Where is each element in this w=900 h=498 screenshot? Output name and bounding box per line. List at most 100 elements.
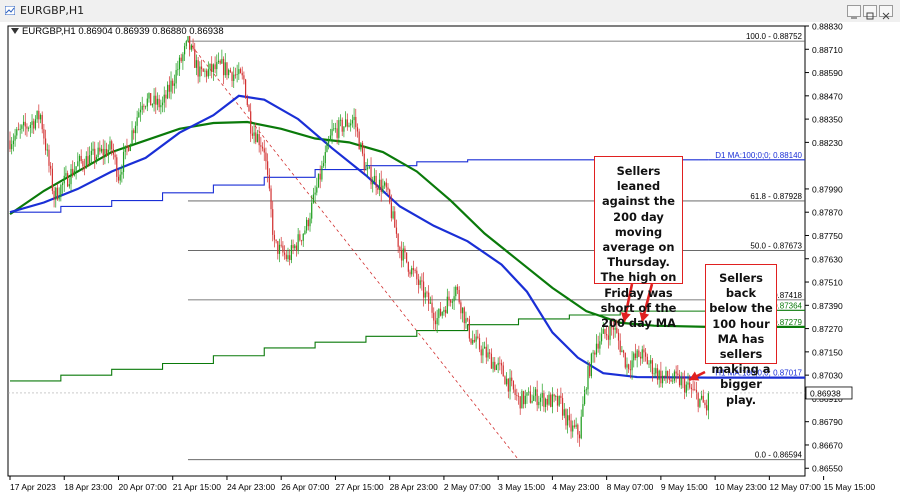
candle bbox=[594, 350, 596, 363]
candle-body bbox=[206, 70, 208, 77]
candle-body bbox=[117, 176, 120, 181]
candle-body bbox=[119, 174, 121, 181]
candle-body bbox=[314, 192, 316, 195]
candle-body bbox=[160, 105, 162, 108]
candle bbox=[378, 173, 381, 197]
candle-body bbox=[419, 280, 421, 285]
candle bbox=[219, 59, 221, 65]
candle bbox=[511, 370, 513, 387]
candle bbox=[492, 357, 494, 373]
candle bbox=[202, 68, 204, 73]
candle-body bbox=[355, 116, 357, 128]
candle-body bbox=[294, 245, 296, 249]
fib-level-label: 50.0 - 0.87673 bbox=[750, 241, 802, 250]
candle bbox=[473, 333, 476, 343]
candle-body bbox=[306, 219, 308, 231]
candle bbox=[345, 111, 347, 128]
candle bbox=[100, 144, 103, 154]
candle-body bbox=[41, 114, 43, 130]
candle-body bbox=[612, 327, 615, 330]
candle bbox=[138, 108, 140, 118]
candle-body bbox=[97, 147, 99, 157]
fib-diagonal-line bbox=[187, 40, 519, 460]
candle bbox=[409, 269, 411, 278]
candle-body bbox=[180, 57, 182, 62]
symbol-info: EURGBP,H1 0.86904 0.86939 0.86880 0.8693… bbox=[22, 26, 224, 37]
candle-body bbox=[395, 227, 398, 234]
candle-body bbox=[626, 364, 628, 368]
candle bbox=[626, 357, 628, 376]
candle bbox=[58, 187, 60, 202]
arrow-hour-ma-break-head bbox=[689, 371, 700, 381]
candle bbox=[231, 71, 233, 88]
candle-body bbox=[375, 175, 377, 188]
time-label: 17 Apr 2023 bbox=[10, 482, 56, 492]
candle bbox=[692, 380, 694, 392]
candle bbox=[134, 121, 137, 143]
candle-body bbox=[706, 405, 708, 411]
candle bbox=[338, 117, 340, 146]
candle bbox=[270, 185, 272, 218]
maximize-button[interactable] bbox=[863, 5, 877, 20]
candle-body bbox=[438, 308, 440, 319]
candle bbox=[584, 386, 586, 406]
candle-body bbox=[141, 105, 143, 110]
candle-body bbox=[331, 129, 333, 136]
candle bbox=[245, 78, 247, 99]
candle-body bbox=[338, 120, 340, 138]
candle-body bbox=[490, 353, 492, 369]
candle-body bbox=[182, 54, 184, 62]
candle-body bbox=[61, 183, 64, 185]
candle bbox=[567, 408, 569, 434]
candle bbox=[158, 94, 160, 113]
candle bbox=[477, 329, 479, 340]
candle-body bbox=[334, 128, 337, 130]
candle-body bbox=[400, 250, 403, 261]
candle bbox=[595, 334, 598, 358]
price-chart[interactable]: 100.0 - 0.88752 61.8 - 0.87928 50.0 - 0.87… bbox=[0, 22, 900, 498]
candle bbox=[168, 76, 170, 99]
candle-body bbox=[577, 424, 579, 435]
candle-body bbox=[489, 352, 491, 354]
candle bbox=[156, 92, 159, 111]
candle-body bbox=[87, 156, 89, 166]
candle-body bbox=[216, 62, 218, 70]
candle-body bbox=[178, 57, 181, 70]
candle-body bbox=[29, 124, 31, 128]
candle-body bbox=[360, 143, 362, 150]
candle-body bbox=[165, 94, 167, 99]
candle bbox=[621, 345, 623, 353]
candle bbox=[446, 288, 448, 314]
candle bbox=[12, 133, 14, 152]
candle bbox=[99, 140, 101, 155]
candle-body bbox=[460, 302, 462, 314]
candle-body bbox=[617, 332, 620, 341]
close-button[interactable] bbox=[879, 5, 893, 20]
candle-body bbox=[594, 352, 596, 355]
candle bbox=[392, 206, 394, 220]
candle-body bbox=[646, 356, 648, 365]
candle-body bbox=[467, 318, 469, 320]
candle bbox=[367, 158, 369, 177]
minimize-button[interactable] bbox=[847, 5, 861, 19]
candle bbox=[31, 114, 33, 134]
candle bbox=[419, 276, 421, 289]
candle bbox=[704, 400, 706, 409]
candle bbox=[214, 56, 216, 74]
candle bbox=[351, 114, 353, 128]
candle-body bbox=[60, 184, 62, 197]
candle bbox=[94, 141, 96, 169]
candle-body bbox=[499, 362, 501, 364]
candle-body bbox=[461, 307, 464, 314]
candle-body bbox=[478, 337, 481, 350]
candle-body bbox=[567, 415, 569, 426]
candle bbox=[222, 56, 225, 85]
candle bbox=[421, 273, 423, 291]
candle-body bbox=[12, 140, 14, 145]
collapse-arrow-icon[interactable] bbox=[10, 27, 20, 35]
candle-body bbox=[51, 168, 53, 191]
candle bbox=[297, 227, 299, 255]
candle bbox=[380, 170, 382, 202]
callout-thursday: Sellers leaned against the 200 day movin… bbox=[594, 156, 683, 330]
candle-body bbox=[197, 60, 199, 77]
